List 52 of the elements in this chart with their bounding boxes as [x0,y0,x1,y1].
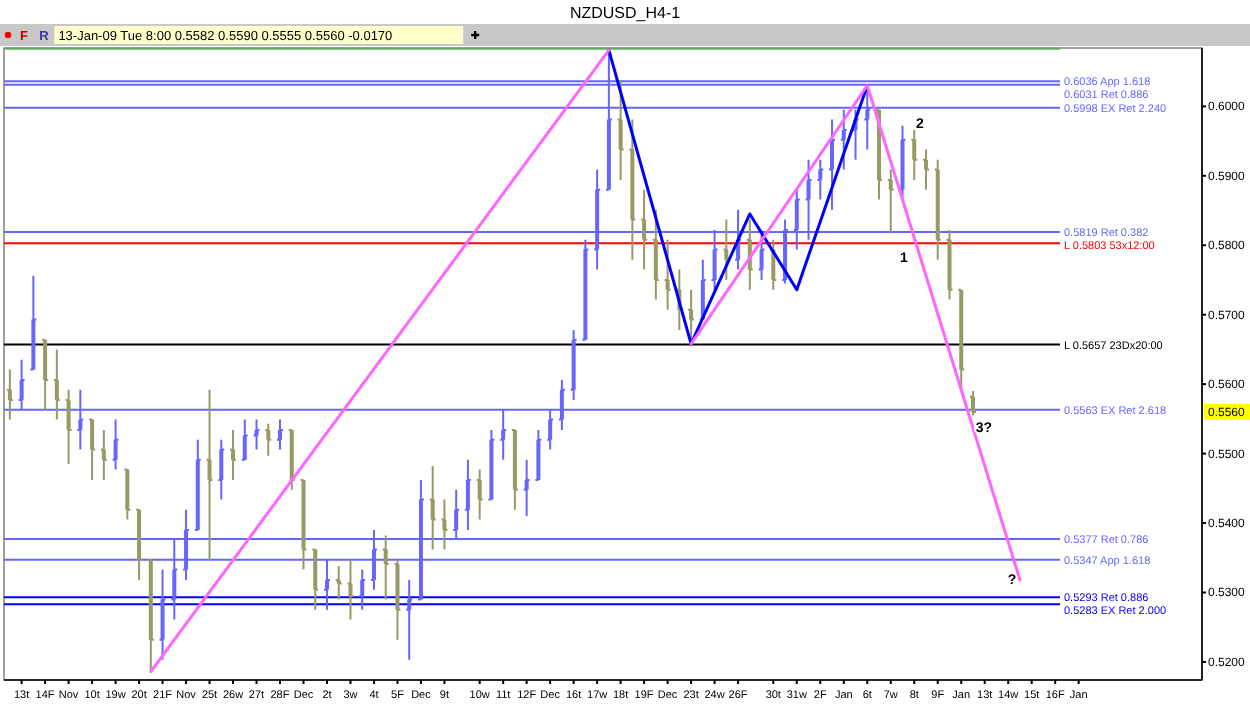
candlestick [395,558,400,641]
candlestick [195,438,200,531]
candlestick [383,534,388,601]
candlestick [888,168,893,235]
candlestick [489,428,494,501]
candlestick [160,568,165,661]
candlestick [407,578,412,661]
candlestick [477,468,482,521]
candlestick [900,124,905,201]
candlestick [536,428,541,481]
candlestick [148,558,153,673]
candlestick [7,368,12,421]
candlestick [818,158,823,201]
candlestick [43,338,48,411]
candlestick [935,158,940,261]
candlestick [348,558,353,621]
candlestick [912,128,917,181]
candlestick [630,118,635,261]
candlestick [653,208,658,301]
candlestick [31,274,36,371]
candlestick [54,348,59,421]
candlestick [618,78,623,181]
candlestick [442,498,447,551]
candlestick [583,238,588,341]
candlestick [465,458,470,531]
candlestick [137,508,142,581]
candlestick [524,458,529,518]
candlestick [947,228,952,301]
candlestick [207,388,212,561]
candlestick [242,418,247,461]
candlestick [642,188,647,271]
candlestick [313,548,318,611]
candlestick [959,288,964,391]
candlestick [724,218,729,281]
candlestick [512,428,517,511]
candlestick [219,438,224,501]
candlestick [301,478,306,571]
candlestick [360,568,365,611]
candlestick [125,468,130,521]
chart-title: NZDUSD_H4-1 [569,4,682,22]
candlestick [289,428,294,491]
candlestick [101,428,106,481]
candlestick [90,418,95,481]
line-series [607,48,869,346]
candlestick [66,388,71,466]
candlestick [266,422,271,457]
candlestick [689,288,694,345]
candlestick [430,465,435,551]
candlestick [113,418,118,471]
candlestick [571,328,576,402]
candlestick [254,418,259,451]
candlestick [665,238,670,311]
